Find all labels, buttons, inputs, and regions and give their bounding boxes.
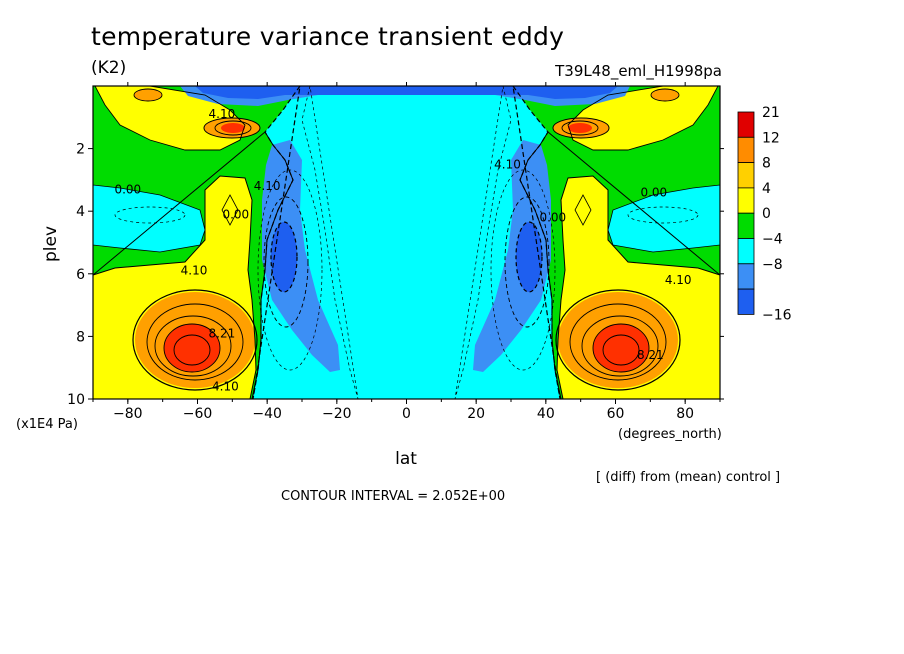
contour-line	[607, 184, 720, 253]
contour-line	[163, 323, 221, 373]
x-tick-label: −40	[252, 406, 282, 422]
contour-line	[519, 131, 720, 399]
x-tick-label: −80	[113, 406, 143, 422]
colorbar-swatch	[737, 111, 755, 138]
contour-line	[515, 221, 543, 293]
contour-line	[561, 120, 599, 136]
contour-line	[203, 117, 261, 139]
contour-line	[132, 289, 258, 391]
contour-label: 4.10	[494, 157, 521, 171]
x-unit-label: (degrees_north)	[618, 427, 722, 442]
colorbar-swatch	[737, 288, 755, 315]
contour-line	[650, 88, 680, 102]
contour-line	[252, 86, 301, 399]
y-tick-label: 2	[76, 142, 85, 158]
x-tick-label: −20	[322, 406, 352, 422]
contour-line	[555, 289, 681, 391]
contour-line	[214, 120, 252, 136]
contour-label: 0.00	[114, 182, 141, 196]
units-label: (K2)	[91, 58, 127, 78]
contour-label: 4.10	[181, 264, 208, 278]
x-tick-label: 0	[402, 406, 411, 422]
contour-line	[567, 86, 719, 151]
y-tick-label: 8	[76, 329, 85, 345]
upper-red-max	[568, 123, 592, 133]
colorbar-label: 4	[762, 181, 771, 197]
contour-interval-label: CONTOUR INTERVAL = 2.052E+00	[281, 489, 506, 504]
colorbar-swatch	[737, 238, 755, 265]
x-tick-label: 60	[607, 406, 625, 422]
yellow-diamond	[574, 194, 592, 226]
contour-label: 4.10	[254, 179, 281, 193]
colorbar-label: 21	[762, 105, 780, 121]
contour-label: 0.00	[640, 185, 667, 199]
y-unit-label: (x1E4 Pa)	[16, 417, 78, 432]
colorbar-label: 8	[762, 156, 771, 172]
top-orange-blob	[651, 89, 679, 101]
run-name-label: T39L48_eml_H1998pa	[555, 62, 722, 80]
x-tick-label: 80	[676, 406, 694, 422]
colorbar-label: 12	[762, 130, 780, 146]
contour-line	[454, 86, 512, 399]
colorbar-label: −16	[762, 307, 792, 323]
contour-label: 0.00	[222, 207, 249, 221]
x-tick-label: 40	[537, 406, 555, 422]
top-orange-blob	[134, 89, 162, 101]
x-tick-label: −60	[183, 406, 213, 422]
contour-label: 4.10	[665, 273, 692, 287]
colorbar-swatch	[737, 263, 755, 290]
contour-line	[133, 88, 163, 102]
contour-line	[93, 131, 294, 399]
contour-line	[569, 303, 667, 381]
contour-label: 8.21	[637, 348, 664, 362]
contour-label: 0.00	[539, 210, 566, 224]
y-axis-label: plev	[41, 226, 61, 262]
y-tick-label: 10	[67, 392, 85, 408]
colorbar-label: −8	[762, 257, 783, 273]
contour-label: 4.10	[209, 107, 236, 121]
yellow-diamond	[221, 194, 239, 226]
top-negative-strip-deep	[195, 86, 618, 99]
contour-line	[581, 315, 659, 377]
contour-line	[552, 117, 610, 139]
upper-red-max	[221, 123, 245, 133]
contour-line	[263, 196, 309, 328]
contour-line	[592, 323, 650, 373]
contour-line	[257, 169, 323, 371]
x-tick-label: 20	[467, 406, 485, 422]
contour-line	[504, 196, 550, 328]
contour-line	[512, 86, 561, 399]
contour-line	[627, 206, 699, 224]
contour-line	[602, 334, 640, 366]
colorbar-swatch	[737, 212, 755, 239]
contour-label: 8.21	[209, 326, 236, 340]
colorbar-swatch	[737, 187, 755, 214]
y-tick-label: 6	[76, 267, 85, 283]
contour-field: 4.10 4.10 0.00 0.00 4.10 8.21 4.10 4.10 0.00 0.00…	[93, 86, 720, 399]
contour-label: 4.10	[212, 379, 239, 393]
colorbar-label: −4	[762, 232, 783, 248]
difference-note: [ (diff) from (mean) control ]	[596, 470, 781, 485]
contour-line	[490, 169, 556, 371]
contour-line	[93, 184, 206, 253]
mid-latitude-negative-band	[473, 140, 551, 372]
contour-line	[114, 206, 186, 224]
contour-line	[146, 303, 244, 381]
contour-line	[173, 334, 211, 366]
x-axis-label: lat	[395, 449, 417, 469]
contour-line	[154, 315, 232, 377]
y-tick-label: 4	[76, 204, 85, 220]
upper-yellow-blob	[95, 86, 245, 150]
chart-title: temperature variance transient eddy	[91, 22, 565, 51]
colorbar-swatch	[737, 162, 755, 189]
contour-lines	[93, 86, 720, 399]
upper-yellow-blob	[568, 86, 718, 150]
contour-line	[301, 86, 359, 399]
colorbar-label: 0	[762, 206, 771, 222]
central-negative-region	[253, 86, 560, 399]
contour-line	[270, 221, 298, 293]
contour-line	[94, 86, 246, 151]
colorbar-swatch	[737, 136, 755, 164]
